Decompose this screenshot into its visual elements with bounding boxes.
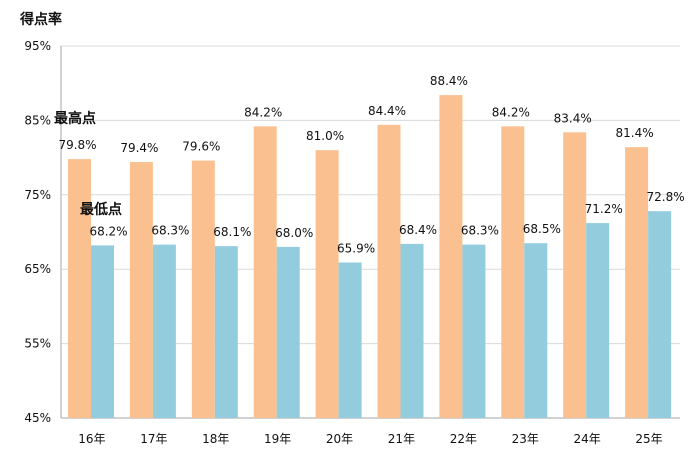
data-label-min: 65.9% [337, 242, 375, 256]
bar-min [91, 245, 114, 418]
series-label-max: 最高点 [54, 110, 96, 127]
bar-min [276, 246, 300, 418]
data-labels: 79.8% 68.2% 79.4% 68.3% 79.6% 68.1% 84.2% 68.0%… [58, 74, 684, 255]
x-tick-label: 20年 [326, 432, 353, 446]
data-label-min: 68.3% [461, 224, 499, 238]
data-label-max: 79.6% [182, 140, 220, 154]
bar-min [648, 211, 672, 418]
data-label-min: 68.3% [151, 224, 189, 238]
data-label-min: 68.1% [213, 225, 251, 239]
series-label-min: 最低点 [80, 201, 122, 218]
bar-max [439, 95, 463, 418]
bar-max [501, 126, 525, 419]
y-tick-label: 75% [24, 188, 51, 202]
bar-min [462, 244, 486, 418]
bars [68, 95, 672, 419]
data-label-max: 79.8% [58, 138, 96, 152]
data-label-max: 83.4% [554, 111, 592, 125]
data-label-min: 71.2% [585, 202, 623, 216]
bar-max [129, 162, 153, 418]
data-label-max: 84.2% [492, 105, 530, 119]
bar-max [68, 159, 91, 418]
y-tick-label: 85% [24, 113, 51, 127]
bar-max [315, 150, 339, 418]
x-tick-label: 16年 [78, 432, 105, 446]
data-label-min: 72.8% [647, 190, 685, 204]
data-label-max: 81.0% [306, 129, 344, 143]
bar-max [191, 160, 215, 419]
x-tick-label: 24年 [574, 432, 601, 446]
y-tick-label: 45% [24, 411, 51, 425]
bar-max [377, 124, 401, 418]
data-label-max: 84.4% [368, 104, 406, 118]
bar-max [253, 126, 277, 419]
data-label-min: 68.2% [89, 224, 127, 238]
x-tick-label: 23年 [512, 432, 539, 446]
data-label-max: 81.4% [616, 126, 654, 140]
bar-min [524, 243, 548, 418]
data-label-max: 79.4% [120, 141, 158, 155]
bar-max [563, 132, 587, 418]
x-tick-label: 19年 [264, 432, 291, 446]
x-tick-label: 18年 [202, 432, 229, 446]
data-label-max: 84.2% [244, 105, 282, 119]
bar-min [400, 243, 424, 418]
data-label-min: 68.4% [399, 223, 437, 237]
data-label-min: 68.5% [523, 222, 561, 236]
bar-min [586, 223, 610, 418]
bar-max [625, 147, 649, 418]
x-tick-label: 21年 [388, 432, 415, 446]
data-label-max: 88.4% [430, 74, 468, 88]
y-tick-label: 55% [24, 337, 51, 351]
x-tick-label: 22年 [450, 432, 477, 446]
y-tick-label: 65% [24, 262, 51, 276]
bar-min [214, 246, 238, 418]
bar-min [338, 262, 362, 418]
x-tick-label: 25年 [635, 432, 662, 446]
bar-min [152, 244, 176, 418]
tick-labels: 45% 55% 65% 75% 85% 95% 16年 17年 18年 19年 20年 21年 22年 2… [24, 39, 662, 446]
y-axis-title: 得点率 [19, 11, 62, 28]
x-tick-label: 17年 [140, 432, 167, 446]
y-tick-label: 95% [24, 39, 51, 53]
data-label-min: 68.0% [275, 226, 313, 240]
